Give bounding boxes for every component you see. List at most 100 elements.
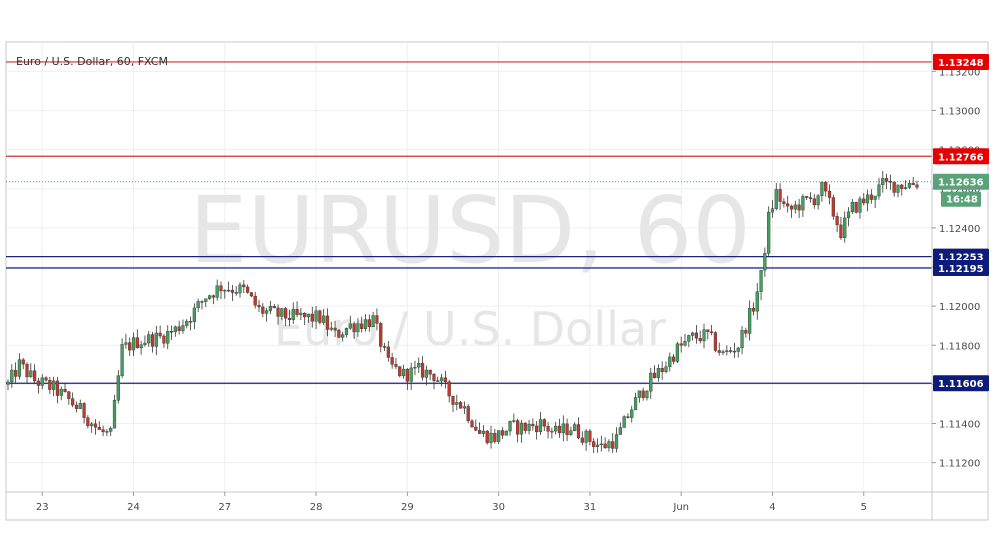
candle: [234, 285, 238, 296]
candle: [413, 360, 417, 376]
price-label-resistance: 1.12766: [933, 148, 989, 165]
candle: [318, 309, 322, 325]
candle: [379, 321, 383, 353]
x-tick-label: 27: [218, 502, 231, 513]
candle: [664, 361, 668, 374]
candle: [360, 316, 364, 333]
candle: [196, 298, 200, 313]
candle: [793, 200, 797, 214]
candle: [877, 177, 881, 200]
candle: [497, 430, 501, 445]
candle: [230, 285, 234, 302]
candle: [352, 321, 356, 339]
candle: [101, 425, 105, 437]
candle: [295, 301, 299, 318]
candle: [48, 376, 52, 395]
candle: [322, 308, 326, 325]
candle: [786, 195, 790, 213]
candle: [162, 333, 166, 348]
candle: [207, 294, 212, 300]
candle: [675, 341, 679, 364]
candle: [835, 212, 839, 233]
candle: [143, 335, 147, 347]
watermark: EURUSD, 60 Euro / U.S. Dollar: [189, 177, 751, 356]
candle: [10, 364, 14, 388]
time-axis[interactable]: 23 24 27 28 29 30 31 Jun 4 5: [36, 492, 867, 513]
candle: [109, 426, 113, 436]
candle: [858, 196, 862, 219]
candle: [71, 392, 75, 408]
candle: [892, 181, 896, 197]
y-tick-label: 1.11800: [939, 341, 980, 352]
svg-text:1.12636: 1.12636: [938, 178, 984, 189]
candle: [405, 368, 409, 391]
candle: [226, 281, 231, 293]
candle: [888, 174, 892, 190]
candle: [329, 321, 333, 332]
candle: [219, 281, 223, 300]
candle: [862, 193, 866, 206]
candle: [455, 394, 459, 411]
candle: [29, 363, 33, 378]
candle: [59, 386, 63, 401]
candle: [257, 299, 261, 313]
candle: [516, 418, 520, 443]
candle: [721, 349, 725, 355]
candle: [565, 418, 569, 442]
chart-frame: [5, 41, 989, 521]
candle: [356, 318, 360, 337]
candle: [154, 325, 158, 356]
svg-text:1.11606: 1.11606: [938, 379, 984, 390]
candle: [52, 376, 56, 397]
candle: [633, 392, 638, 411]
candle: [344, 327, 349, 338]
candle: [6, 379, 10, 390]
candle: [896, 184, 900, 198]
candle: [846, 207, 851, 227]
candle: [915, 180, 919, 190]
y-tick-label: 1.11400: [939, 420, 980, 431]
x-tick-label: 23: [36, 502, 49, 513]
candle: [744, 327, 748, 338]
candle: [25, 362, 29, 384]
candle: [729, 346, 733, 354]
candle: [618, 422, 622, 435]
candle: [500, 427, 505, 439]
candle: [710, 324, 714, 336]
candle: [812, 194, 816, 209]
candle: [280, 308, 284, 321]
candle: [884, 173, 889, 190]
countdown-label: 16:48: [941, 191, 981, 207]
candle: [820, 181, 824, 202]
candle: [131, 332, 136, 357]
candle: [527, 419, 531, 435]
x-tick-label: 31: [584, 502, 597, 513]
chart-title: Euro / U.S. Dollar, 60, FXCM: [16, 55, 168, 68]
candle: [341, 331, 345, 342]
candle: [588, 429, 592, 446]
candle: [211, 294, 215, 305]
candle: [489, 425, 493, 449]
candle: [504, 430, 508, 436]
candle: [158, 325, 162, 339]
candle: [436, 376, 440, 382]
candle: [432, 372, 436, 390]
candle: [97, 421, 101, 430]
candle: [78, 399, 82, 409]
candle: [611, 433, 615, 453]
x-tick-label: 5: [861, 502, 867, 513]
candle: [420, 356, 425, 381]
candle: [466, 404, 470, 424]
candle: [363, 314, 368, 332]
candle: [215, 279, 219, 301]
candle: [839, 216, 843, 240]
candle: [348, 315, 352, 330]
candle: [763, 247, 767, 278]
candle: [546, 422, 550, 439]
candle: [447, 379, 451, 403]
candle: [265, 307, 269, 322]
candle: [736, 346, 740, 358]
candle: [474, 419, 478, 432]
